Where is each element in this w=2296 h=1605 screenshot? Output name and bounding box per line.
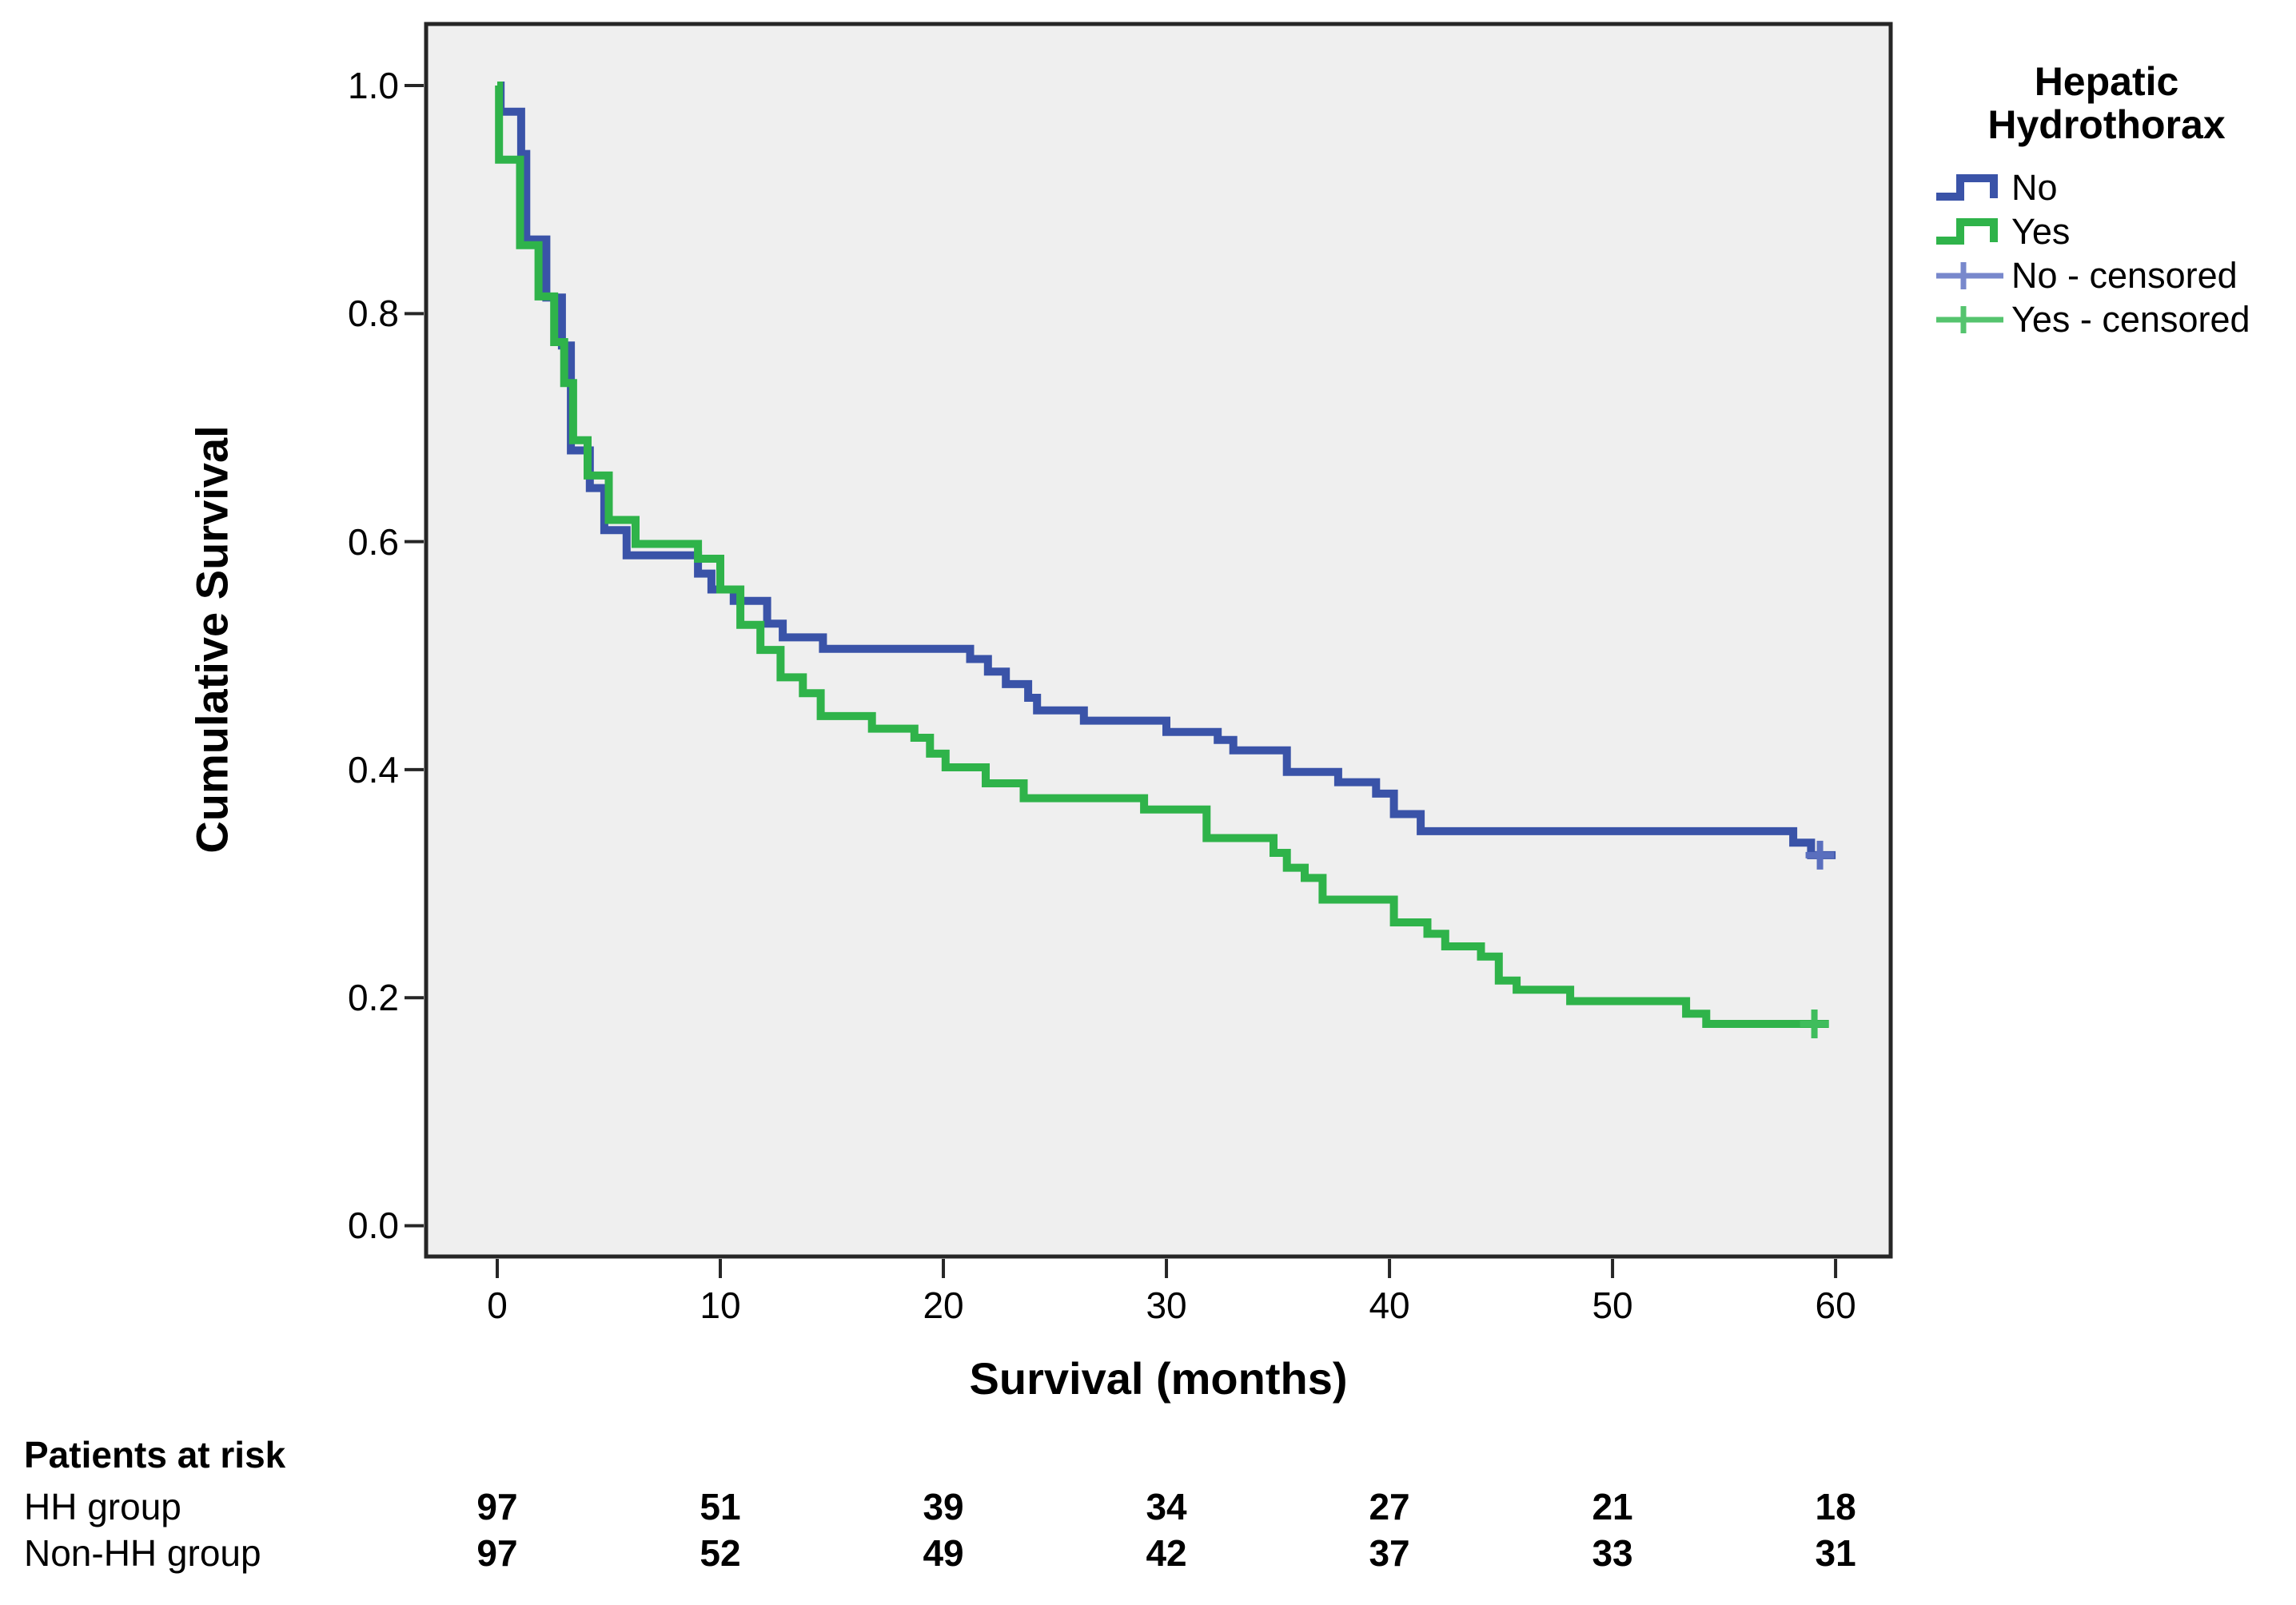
- plot-frame: [424, 22, 1893, 1259]
- y-tick-label: 0.2: [348, 977, 399, 1019]
- y-tick-label: 0.8: [348, 293, 399, 335]
- legend-label: Yes - censored: [2011, 298, 2250, 340]
- risk-count: 51: [700, 1486, 741, 1527]
- survival-curve-yes: [495, 82, 1829, 1028]
- x-tick-label: 40: [1369, 1284, 1410, 1326]
- risk-count: 37: [1369, 1532, 1410, 1574]
- plot-area: [426, 24, 1891, 1257]
- legend-label: Yes: [2011, 210, 2071, 252]
- censor-mark-no: [1805, 840, 1835, 870]
- x-tick-label: 30: [1146, 1284, 1187, 1326]
- x-tick-label: 0: [487, 1284, 508, 1326]
- legend-entries: No Yes No - censored Yes - censored: [1917, 165, 2296, 341]
- y-tick-label: 0.6: [348, 520, 399, 563]
- legend-title: Hepatic Hydrothorax: [1987, 59, 2226, 147]
- legend-entry-no: No: [1917, 165, 2296, 209]
- risk-count: 33: [1592, 1532, 1633, 1574]
- risk-row-label-hh: HH group: [24, 1486, 181, 1527]
- risk-count: 31: [1815, 1532, 1856, 1574]
- censor-plus-icon: [1936, 305, 2003, 333]
- risk-count: 42: [1146, 1532, 1187, 1574]
- y-axis-title: Cumulative Survival: [186, 425, 237, 854]
- y-tick-label: 1.0: [348, 65, 399, 107]
- legend-entry-yes-censored: Yes - censored: [1917, 297, 2296, 341]
- risk-count: 49: [923, 1532, 964, 1574]
- legend-entry-no-censored: No - censored: [1917, 253, 2296, 297]
- x-axis-title: Survival (months): [969, 1353, 1348, 1404]
- risk-count: 97: [476, 1486, 518, 1527]
- risk-row-label-non-hh: Non-HH group: [24, 1532, 261, 1574]
- risk-count: 27: [1369, 1486, 1410, 1527]
- legend-label: No: [2011, 166, 2058, 208]
- legend-entry-yes: Yes: [1917, 209, 2296, 253]
- x-tick-label: 50: [1592, 1284, 1633, 1326]
- censor-mark-yes: [1800, 1010, 1829, 1038]
- step-line-icon: [1936, 173, 1998, 201]
- legend-label: No - censored: [2011, 254, 2238, 296]
- risk-table-heading: Patients at risk: [24, 1434, 286, 1476]
- x-tick-label: 10: [700, 1284, 741, 1326]
- risk-count: 39: [923, 1486, 964, 1527]
- x-tick-label: 60: [1815, 1284, 1856, 1326]
- x-tick-label: 20: [923, 1284, 964, 1326]
- risk-count: 18: [1815, 1486, 1856, 1527]
- risk-count: 21: [1592, 1486, 1633, 1527]
- y-tick-label: 0.0: [348, 1205, 399, 1247]
- risk-count: 52: [700, 1532, 741, 1574]
- legend: Hepatic Hydrothorax No Yes No - censored: [1917, 60, 2296, 341]
- step-line-icon: [1936, 217, 1998, 245]
- censor-plus-icon: [1936, 261, 2003, 289]
- y-tick-label: 0.4: [348, 748, 399, 791]
- risk-count: 34: [1146, 1486, 1187, 1527]
- risk-count: 97: [476, 1532, 518, 1574]
